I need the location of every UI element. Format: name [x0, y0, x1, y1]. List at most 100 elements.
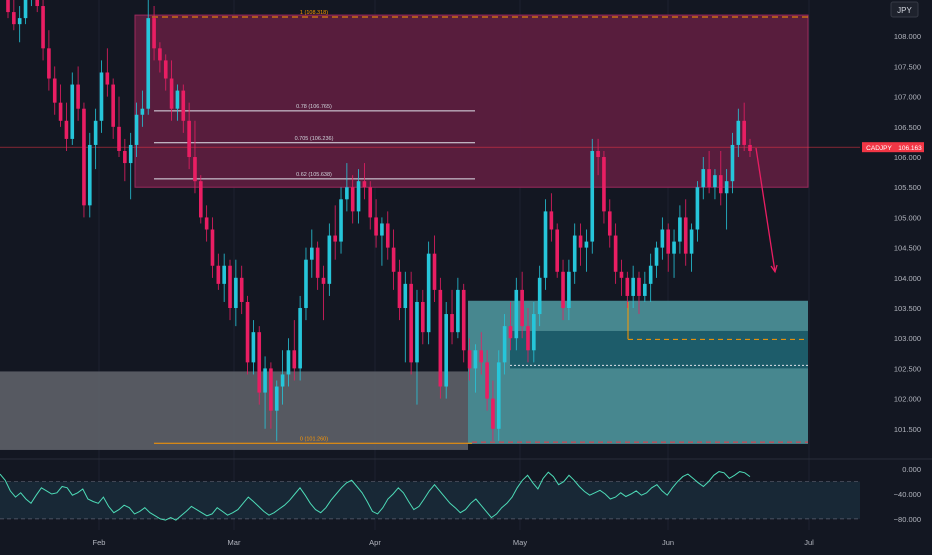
candle-body	[380, 223, 384, 236]
candle-body	[12, 12, 16, 25]
candle-body	[473, 350, 478, 369]
candle-body	[385, 223, 390, 248]
candle-body	[672, 241, 676, 254]
ticker-tag	[862, 142, 896, 153]
candle-body	[666, 229, 671, 254]
candle-body	[198, 181, 203, 218]
candle-body	[99, 72, 104, 121]
oscillator-line	[0, 471, 751, 521]
candle-body	[163, 60, 168, 79]
candle-body	[567, 271, 571, 309]
time-tick-label: Mar	[228, 538, 241, 547]
zone-supply	[135, 15, 808, 188]
fib-level-label: 0.62 (105.638)	[296, 172, 332, 178]
price-tick-label: 104.000	[894, 274, 921, 283]
time-tick-label: Jun	[662, 538, 674, 547]
candle-body	[637, 277, 641, 296]
candle-body	[526, 326, 530, 351]
price-tick-label: 102.000	[894, 395, 921, 404]
candle-body	[356, 181, 361, 212]
zone-supply-border	[134, 14, 809, 188]
candle-body	[508, 326, 513, 339]
candle-body	[543, 211, 548, 278]
oscillator-tick-label: −40.000	[894, 490, 921, 499]
candle-body	[485, 362, 489, 399]
price-tag	[896, 142, 924, 153]
candle-body	[631, 277, 635, 296]
candle-body	[123, 150, 127, 164]
fib-level-label: 0.705 (106.236)	[295, 136, 334, 142]
candle-body	[251, 332, 256, 363]
candle-body	[555, 229, 560, 272]
candle-body	[187, 120, 191, 158]
candle-body	[82, 108, 86, 206]
candle-body	[280, 374, 285, 387]
zone-demand	[468, 300, 808, 444]
candle-body	[292, 350, 297, 369]
candle-body	[397, 271, 402, 309]
candle-body	[374, 217, 378, 236]
candle-body	[152, 18, 156, 49]
candle-body	[35, 0, 40, 7]
zone-demand-inner	[510, 330, 808, 369]
candle-body	[730, 144, 735, 182]
candle-body	[456, 289, 460, 333]
candle-body	[549, 211, 554, 230]
candle-body	[613, 235, 618, 272]
candle-body	[228, 265, 232, 309]
candle-body	[368, 187, 373, 218]
candle-body	[117, 126, 121, 151]
candle-body	[707, 169, 711, 188]
candle-body	[532, 314, 536, 351]
time-tick-label: Feb	[93, 538, 106, 547]
candle-body	[234, 277, 238, 309]
candle-body	[257, 332, 262, 393]
fib-level-label: 1 (108.318)	[300, 10, 328, 16]
candle-body	[17, 18, 22, 25]
candle-body	[578, 235, 583, 248]
price-tick-label: 107.000	[894, 93, 921, 102]
candle-body	[263, 368, 267, 393]
candle-body	[134, 114, 139, 145]
candle-body	[175, 90, 180, 109]
zone-range	[0, 371, 468, 450]
candle-body	[128, 144, 133, 164]
price-tick-label: 101.500	[894, 425, 921, 434]
price-tick-label: 103.000	[894, 334, 921, 343]
candle-body	[23, 0, 28, 19]
candle-body	[748, 144, 752, 151]
price-tick-label: 108.000	[894, 32, 921, 41]
candle-body	[461, 289, 466, 351]
candle-body	[70, 84, 75, 139]
candle-body	[158, 48, 162, 61]
candle-body	[496, 362, 501, 429]
candle-body	[245, 301, 250, 363]
fib-level-label: 0 (101.260)	[300, 436, 328, 442]
time-tick-label: May	[513, 538, 527, 547]
candle-body	[590, 150, 595, 242]
candle-body	[193, 157, 197, 182]
candle-body	[467, 350, 472, 369]
candle-body	[362, 181, 367, 188]
candle-body	[403, 283, 408, 309]
price-tick-label: 106.500	[894, 123, 921, 132]
candle-body	[222, 265, 226, 284]
candle-body	[169, 78, 174, 109]
candle-body	[327, 235, 332, 284]
candle-body	[216, 265, 221, 284]
candle-body	[321, 277, 326, 284]
candle-body	[689, 229, 694, 254]
candle-body	[713, 175, 717, 188]
candle-body	[683, 217, 688, 254]
candle-body	[438, 289, 443, 387]
candle-body	[146, 18, 151, 109]
currency-badge	[890, 1, 919, 18]
candle-body	[514, 289, 519, 339]
candle-body	[269, 368, 273, 411]
price-tick-label: 105.500	[894, 183, 921, 192]
price-tick-label: 107.500	[894, 62, 921, 71]
candle-body	[718, 175, 723, 194]
candle-body	[607, 211, 612, 236]
candle-body	[111, 84, 115, 127]
